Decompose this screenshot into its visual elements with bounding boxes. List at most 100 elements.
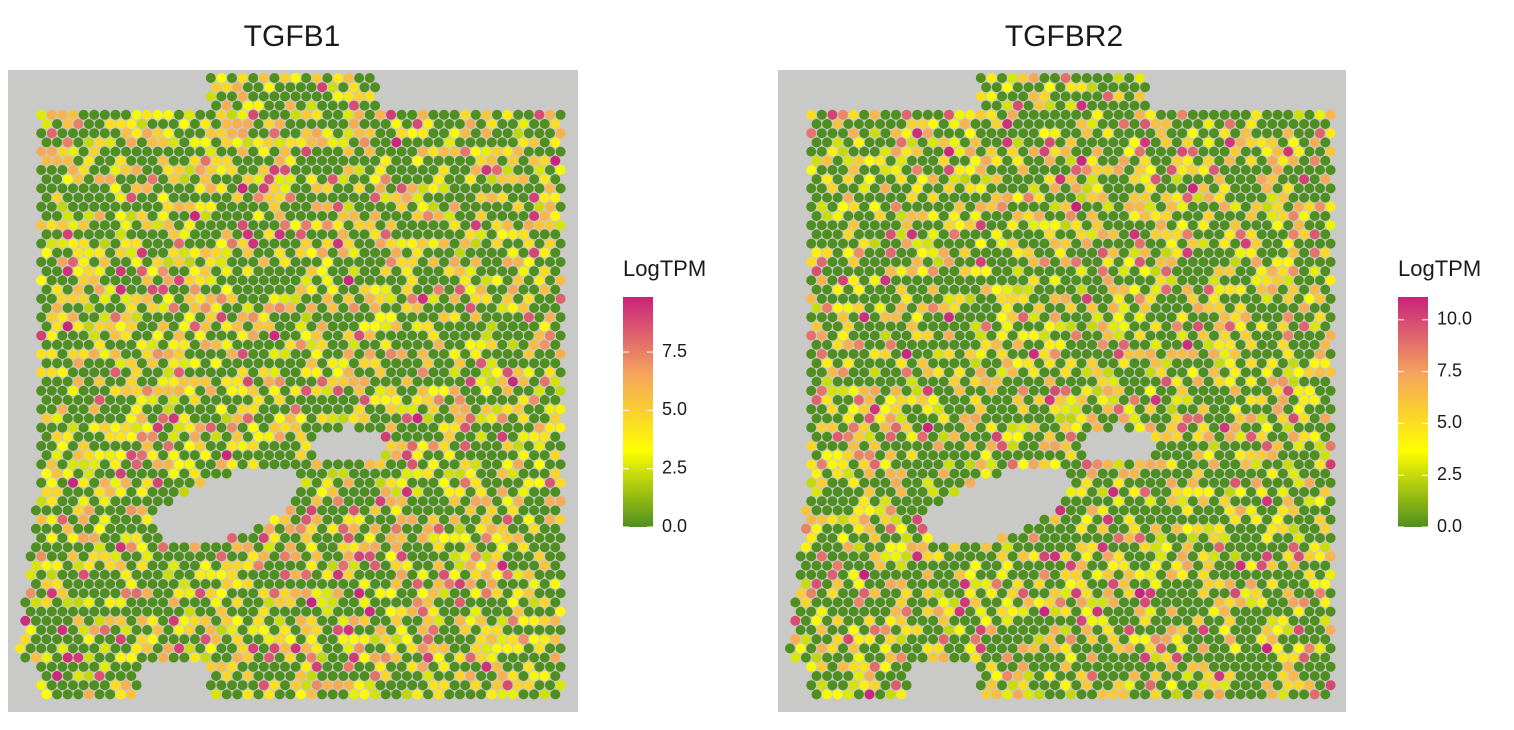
spot [1166, 330, 1177, 341]
spot [200, 303, 211, 313]
spot [126, 413, 137, 424]
spot [832, 137, 843, 148]
spot [253, 229, 264, 240]
spot [534, 312, 545, 323]
spot [227, 680, 237, 691]
spot [1203, 119, 1214, 129]
spot [954, 165, 965, 175]
spot [269, 73, 280, 83]
spot [142, 128, 153, 139]
spot [179, 339, 190, 350]
spot [465, 211, 476, 221]
spot [811, 376, 822, 387]
spot [922, 349, 933, 359]
spot [242, 284, 253, 295]
spot [105, 615, 116, 626]
spot [1023, 266, 1034, 277]
spot [195, 257, 206, 267]
spot [853, 376, 864, 387]
spot [513, 312, 524, 323]
spot [380, 505, 391, 516]
spot [986, 330, 997, 341]
spot [470, 606, 481, 617]
spot [1092, 293, 1103, 304]
spot [529, 560, 540, 571]
spot [227, 312, 237, 323]
spot [147, 468, 158, 479]
spot [242, 450, 253, 461]
spot [486, 487, 497, 497]
spot [68, 312, 78, 323]
spot [158, 450, 169, 461]
spot [242, 155, 253, 166]
spot [1097, 82, 1108, 93]
spot [221, 671, 232, 681]
spot [370, 487, 381, 497]
spot [1118, 303, 1129, 313]
spot [115, 211, 126, 221]
spot [423, 579, 434, 589]
spot [258, 441, 269, 451]
spot [460, 661, 471, 672]
spot [359, 266, 370, 277]
spot [970, 303, 981, 313]
spot [242, 247, 253, 258]
spot [470, 165, 481, 175]
spot [1193, 376, 1204, 387]
spot [460, 441, 471, 451]
spot [386, 146, 396, 157]
spot [333, 109, 343, 120]
spot [848, 312, 859, 323]
spot [232, 413, 243, 424]
spot [94, 689, 105, 700]
spot [121, 201, 131, 212]
spot [237, 257, 248, 267]
spot [1028, 330, 1039, 341]
spot [502, 330, 513, 341]
spot [1060, 128, 1071, 139]
spot [832, 229, 843, 240]
spot [41, 303, 52, 313]
spot [1113, 183, 1124, 194]
spot [174, 385, 184, 396]
spot [52, 505, 63, 516]
spot [274, 229, 285, 240]
spot [1118, 358, 1129, 369]
spot [970, 321, 981, 332]
spot [380, 560, 391, 571]
spot [121, 220, 131, 231]
spot [439, 165, 449, 175]
spot [99, 533, 110, 543]
spot [386, 183, 396, 194]
spot [1187, 367, 1198, 378]
spot [1071, 330, 1082, 341]
spot [189, 579, 200, 589]
spot [1224, 284, 1235, 295]
spot [933, 367, 944, 378]
spot [901, 404, 912, 415]
spot [1092, 146, 1103, 157]
spot [280, 349, 290, 359]
spot [928, 229, 939, 240]
spot [41, 450, 52, 461]
spot [906, 155, 917, 166]
spot [131, 588, 142, 599]
spot [311, 238, 322, 249]
spot [295, 542, 306, 553]
spot [89, 459, 100, 470]
spot [174, 349, 184, 359]
spot [1002, 321, 1013, 332]
spot [896, 431, 907, 442]
spot [168, 247, 179, 258]
spot [555, 606, 566, 617]
spot [322, 183, 333, 194]
spot [1118, 155, 1129, 166]
spot [311, 533, 322, 543]
spot [1214, 192, 1225, 203]
spot [449, 293, 460, 304]
spot [1320, 211, 1331, 221]
spot [502, 606, 513, 617]
spot [327, 652, 338, 663]
spot [917, 303, 928, 313]
spot [1325, 385, 1336, 396]
